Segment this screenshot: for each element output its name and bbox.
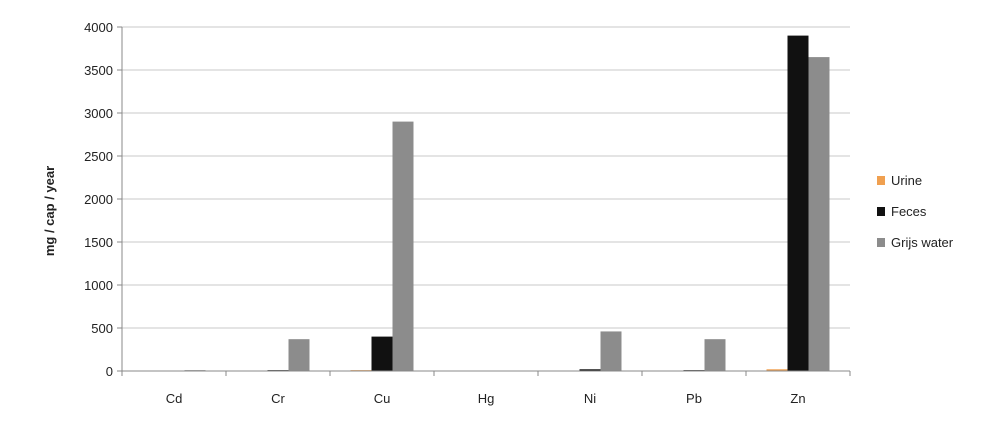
y-tick-label: 3500	[84, 63, 113, 78]
x-tick-label-cd: Cd	[166, 391, 183, 406]
legend-swatch-urine	[877, 176, 885, 185]
bar-grijs-water-cu	[393, 122, 414, 371]
legend-label-urine: Urine	[891, 173, 922, 188]
bar-feces-zn	[788, 36, 809, 371]
y-tick-label: 0	[106, 364, 113, 379]
bar-grijs-water-zn	[809, 57, 830, 371]
bars	[143, 36, 830, 371]
y-tick-label: 1500	[84, 235, 113, 250]
x-tick-label-hg: Hg	[478, 391, 495, 406]
gridlines	[117, 27, 850, 371]
x-tick-label-cu: Cu	[374, 391, 391, 406]
y-tick-label: 4000	[84, 20, 113, 35]
legend-label-feces: Feces	[891, 204, 927, 219]
x-tick-label-pb: Pb	[686, 391, 702, 406]
x-tick-label-zn: Zn	[790, 391, 805, 406]
x-tick-label-cr: Cr	[271, 391, 285, 406]
y-tick-label: 2000	[84, 192, 113, 207]
legend-swatch-grijs-water	[877, 238, 885, 247]
legend-label-grijs-water: Grijs water	[891, 235, 954, 250]
y-axis-label: mg / cap / year	[42, 166, 57, 256]
bar-grijs-water-pb	[705, 339, 726, 371]
x-axis-tick-labels: Cd Cr Cu Hg Ni Pb Zn	[166, 391, 806, 406]
x-tick-label-ni: Ni	[584, 391, 596, 406]
bar-feces-cu	[372, 337, 393, 371]
y-tick-label: 2500	[84, 149, 113, 164]
bar-grijs-water-ni	[601, 331, 622, 371]
axes	[122, 27, 850, 376]
legend: Urine Feces Grijs water	[877, 173, 954, 250]
y-tick-label: 1000	[84, 278, 113, 293]
bar-grijs-water-cr	[289, 339, 310, 371]
y-tick-label: 3000	[84, 106, 113, 121]
y-tick-label: 500	[91, 321, 113, 336]
y-axis-tick-labels: 0 500 1000 1500 2000 2500 3000 3500 4000	[84, 20, 113, 379]
legend-swatch-feces	[877, 207, 885, 216]
